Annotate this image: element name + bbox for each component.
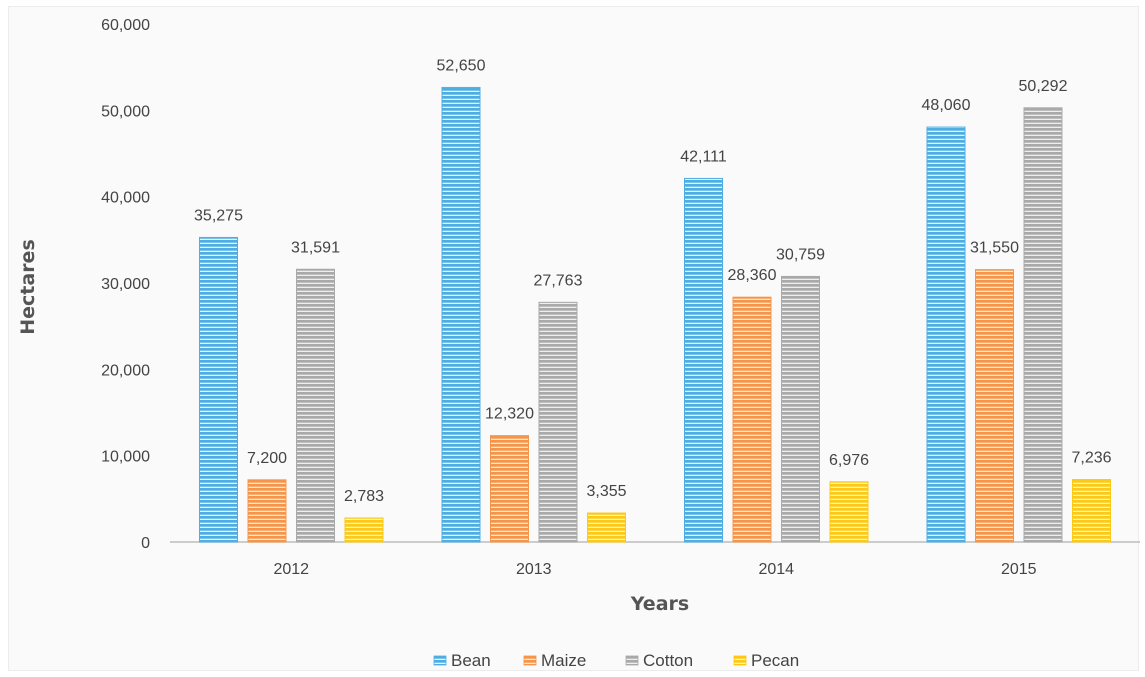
bar-pecan-2015: [1072, 479, 1111, 543]
y-tick-label: 20,000: [101, 362, 150, 379]
bar-series: [199, 86, 1111, 543]
data-label-pecan-2014: 6,976: [829, 452, 869, 469]
bar-maize-2012: [247, 479, 287, 543]
data-label-maize-2013: 12,320: [485, 406, 534, 423]
data-label-cotton-2015: 50,292: [1019, 78, 1068, 95]
data-label-bean-2014: 42,111: [680, 148, 727, 165]
y-tick-label: 60,000: [101, 17, 150, 34]
data-label-maize-2014: 28,360: [728, 267, 777, 284]
y-axis-title: Hectares: [17, 239, 39, 335]
x-axis-title: Years: [630, 593, 689, 615]
y-tick-label: 0: [141, 535, 150, 552]
data-label-bean-2015: 48,060: [922, 97, 971, 114]
x-tick-label: 2012: [273, 561, 309, 578]
legend-swatch-maize: [523, 655, 537, 666]
bar-bean-2014: [684, 177, 723, 543]
legend: Bean Maize Cotton Pecan: [433, 651, 799, 670]
x-tick-label: 2015: [1001, 561, 1037, 578]
legend-label-pecan: Pecan: [751, 651, 799, 670]
bar-pecan-2014: [829, 481, 869, 543]
data-label-bean-2013: 52,650: [437, 57, 486, 74]
legend-label-bean: Bean: [451, 651, 491, 670]
bar-bean-2013: [441, 86, 481, 543]
data-label-cotton-2013: 27,763: [534, 272, 583, 289]
bar-bean-2012: [199, 236, 238, 543]
x-axis-ticks: 2012 2013 2014 2015: [273, 561, 1036, 578]
data-label-cotton-2012: 31,591: [291, 239, 340, 256]
y-tick-label: 50,000: [101, 103, 150, 120]
bar-cotton-2014: [781, 275, 820, 543]
x-tick-label: 2014: [758, 561, 794, 578]
y-tick-label: 30,000: [101, 276, 150, 293]
y-tick-label: 10,000: [101, 449, 150, 466]
x-tick-label: 2013: [516, 561, 552, 578]
legend-swatch-bean: [433, 655, 447, 666]
bar-cotton-2012: [296, 268, 335, 543]
legend-swatch-cotton: [625, 655, 639, 666]
bar-pecan-2013: [587, 512, 626, 543]
bar-maize-2015: [975, 269, 1014, 543]
data-label-pecan-2015: 7,236: [1071, 450, 1111, 467]
data-labels: 35,275 7,200 31,591 2,783 52,650 12,320 27,763…: [194, 57, 1112, 505]
bar-maize-2014: [732, 296, 772, 543]
bar-cotton-2013: [538, 301, 578, 543]
bar-cotton-2015: [1023, 107, 1063, 543]
data-label-cotton-2014: 30,759: [776, 246, 825, 263]
bar-pecan-2012: [344, 517, 384, 543]
data-label-maize-2015: 31,550: [970, 240, 1019, 257]
data-label-maize-2012: 7,200: [247, 450, 287, 467]
bar-bean-2015: [926, 126, 966, 543]
legend-swatch-pecan: [733, 655, 747, 666]
data-label-pecan-2012: 2,783: [344, 488, 384, 505]
bar-maize-2013: [490, 435, 529, 543]
data-label-bean-2012: 35,275: [194, 207, 243, 224]
legend-label-cotton: Cotton: [643, 651, 693, 670]
data-label-pecan-2013: 3,355: [586, 483, 626, 500]
y-tick-label: 40,000: [101, 190, 150, 207]
legend-label-maize: Maize: [541, 651, 586, 670]
y-axis-ticks: 0 10,000 20,000 30,000 40,000 50,000 60,000: [101, 17, 150, 552]
